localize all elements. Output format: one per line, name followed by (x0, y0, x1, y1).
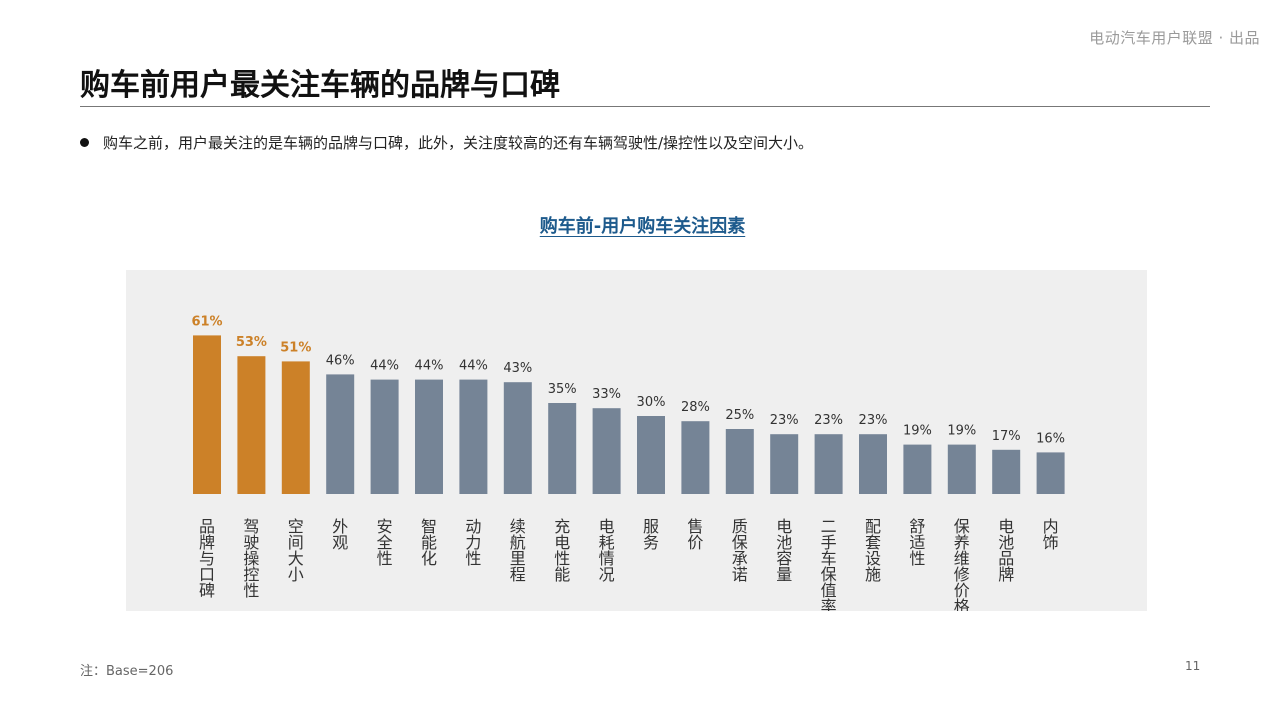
bar-value-label: 16% (1036, 431, 1065, 446)
bar-4 (326, 374, 355, 494)
page-number: 11 (1185, 659, 1201, 673)
bar-value-label: 46% (326, 353, 355, 368)
category-label: 电耗情况 (599, 517, 615, 584)
bar-value-label: 43% (503, 361, 532, 376)
bar-value-label: 35% (548, 382, 577, 397)
category-label: 配套设施 (865, 517, 881, 584)
category-label: 驾驶操控性 (243, 517, 259, 600)
bullet-dot-icon (80, 138, 89, 147)
bar-value-label: 33% (592, 387, 621, 402)
bar-value-label: 19% (903, 424, 932, 439)
bar-14 (770, 434, 799, 494)
category-label: 智能化 (421, 517, 437, 568)
category-label: 动力性 (465, 517, 481, 568)
bar-chart: 61% 品牌与口碑 53% 驾驶操控性 51% 空间大小 46% 外观 44% 安全性 44% 智能化… (191, 314, 1065, 611)
category-label: 内饰 (1043, 517, 1059, 552)
footnote: 注：Base=206 (80, 664, 174, 679)
brand-label: 电动汽车用户联盟 · 出品 (1089, 29, 1260, 47)
bar-3 (281, 361, 310, 494)
bar-value-label: 19% (947, 424, 976, 439)
chart-title: 购车前-用户购车关注因素 (539, 216, 746, 237)
title-divider (80, 106, 1210, 107)
bar-value-label: 23% (770, 413, 799, 428)
chart-panel: 61% 品牌与口碑 53% 驾驶操控性 51% 空间大小 46% 外观 44% 安全性 44% 智能化… (126, 270, 1147, 611)
category-label: 二手车保值率 (821, 517, 837, 611)
category-label: 外观 (332, 517, 348, 552)
bar-6 (415, 379, 443, 494)
bar-7 (459, 379, 488, 494)
category-label: 舒适性 (909, 517, 925, 568)
bar-value-label: 44% (415, 359, 444, 374)
bar-value-label: 23% (814, 413, 843, 428)
bullet-point: 购车之前，用户最关注的是车辆的品牌与口碑，此外，关注度较高的还有车辆驾驶性/操控… (80, 132, 813, 153)
bar-19 (992, 449, 1021, 494)
category-label: 质保承诺 (732, 517, 748, 584)
category-label: 空间大小 (288, 517, 304, 584)
bar-value-label: 51% (280, 340, 311, 355)
bar-15 (814, 434, 843, 494)
bar-value-label: 44% (459, 359, 488, 374)
bar-value-label: 25% (725, 408, 754, 423)
bar-value-label: 53% (236, 335, 267, 350)
page-title: 购车前用户最关注车辆的品牌与口碑 (80, 68, 560, 103)
bar-11 (637, 416, 665, 494)
bar-12 (681, 421, 710, 494)
bar-value-label: 61% (191, 314, 222, 329)
bar-8 (503, 382, 532, 494)
category-label: 安全性 (377, 517, 393, 568)
bar-2 (237, 356, 266, 494)
bullet-text: 购车之前，用户最关注的是车辆的品牌与口碑，此外，关注度较高的还有车辆驾驶性/操控… (103, 134, 814, 152)
category-label: 品牌与口碑 (199, 517, 215, 600)
bar-13 (725, 429, 754, 494)
bar-18 (947, 444, 976, 494)
category-label: 充电性能 (554, 517, 570, 584)
category-label: 续航里程 (510, 517, 526, 584)
bar-9 (548, 403, 577, 494)
bar-16 (859, 434, 887, 494)
category-label: 保养维修价格 (954, 517, 970, 611)
bar-1 (193, 335, 221, 494)
bar-value-label: 17% (992, 429, 1021, 444)
bar-17 (903, 444, 932, 494)
bar-value-label: 30% (637, 395, 666, 410)
bar-10 (592, 408, 621, 494)
bar-value-label: 28% (681, 400, 710, 415)
bar-5 (370, 379, 399, 494)
category-label: 售价 (687, 517, 703, 552)
bar-value-label: 44% (370, 359, 399, 374)
category-label: 服务 (643, 517, 659, 552)
bar-value-label: 23% (859, 413, 888, 428)
category-label: 电池容量 (776, 517, 792, 584)
bar-20 (1036, 452, 1065, 494)
category-label: 电池品牌 (998, 517, 1014, 584)
